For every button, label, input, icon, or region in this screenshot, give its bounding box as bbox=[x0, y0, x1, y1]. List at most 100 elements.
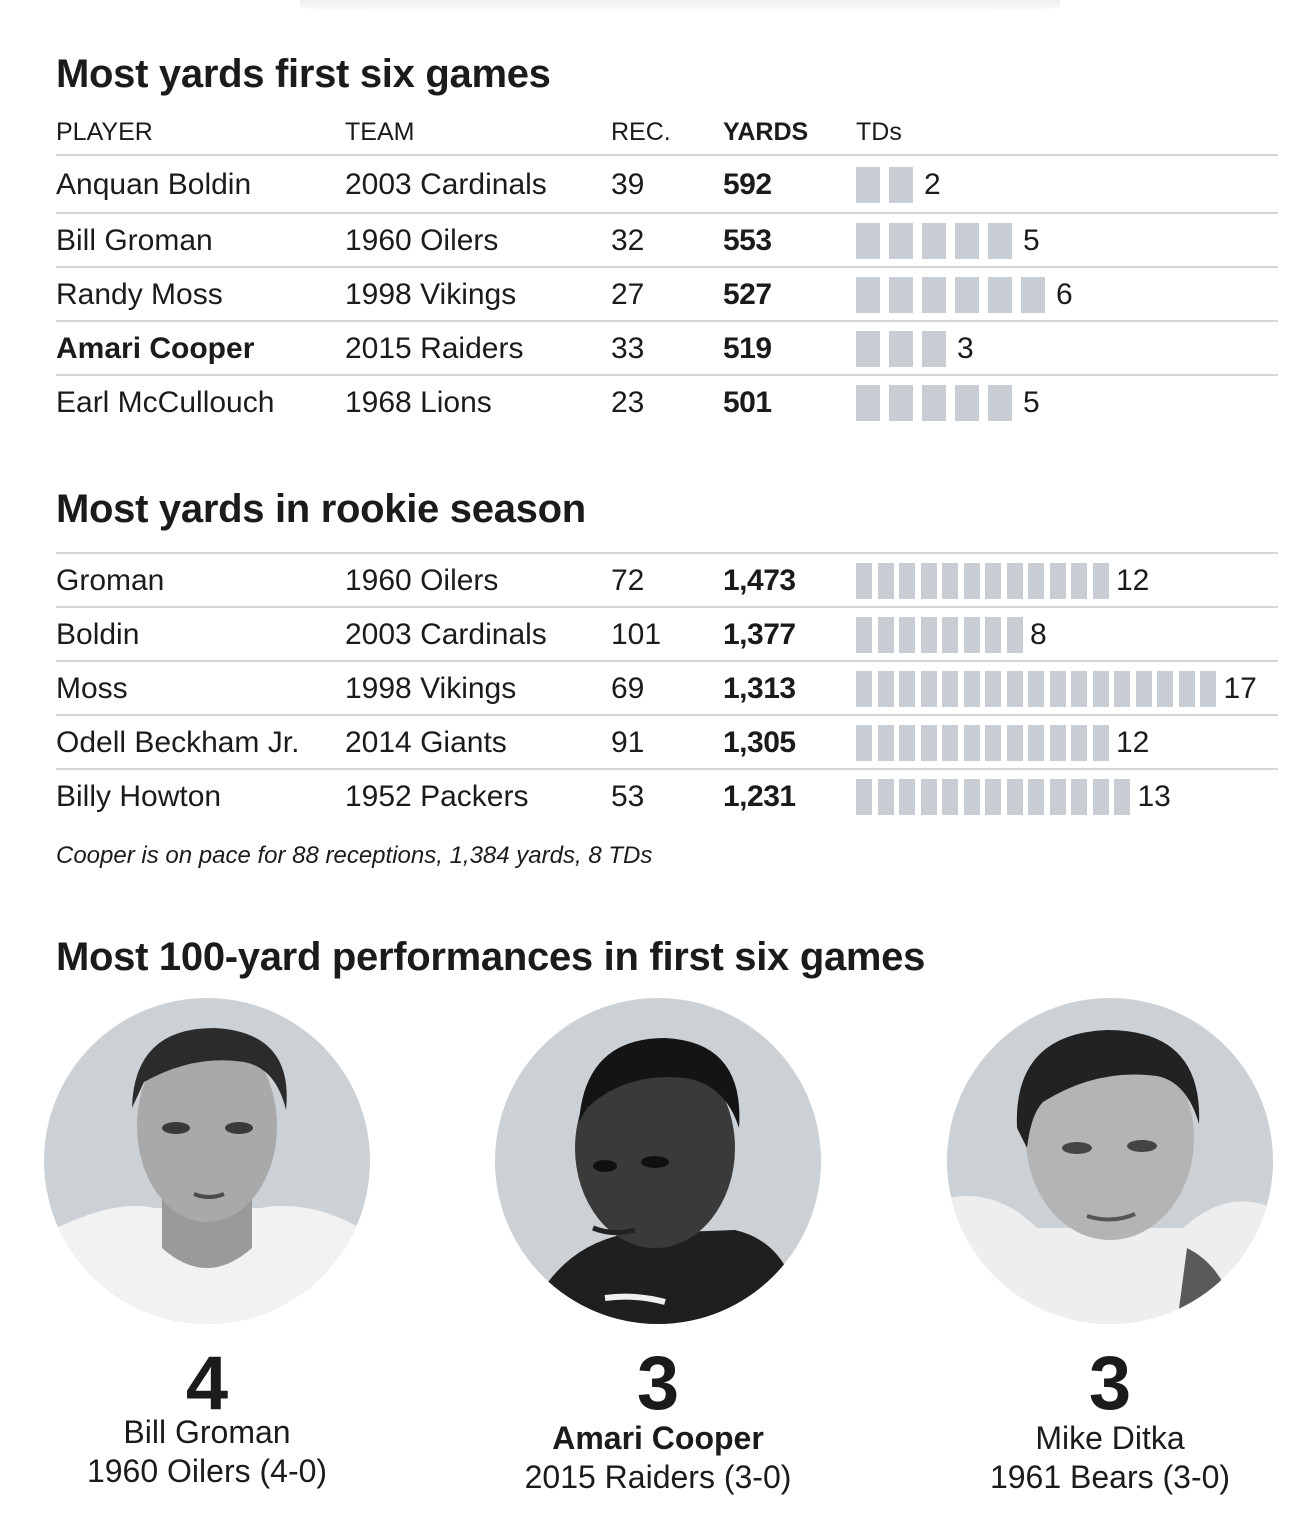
portrait-mike-ditka bbox=[947, 998, 1273, 1324]
td-bar bbox=[963, 563, 980, 599]
cell-yards: 519 bbox=[723, 332, 772, 365]
td-bar bbox=[899, 779, 915, 815]
header-team: TEAM bbox=[345, 118, 415, 146]
td-bar bbox=[985, 671, 1001, 707]
first-six-row: Anquan Boldin 2003 Cardinals 39 592 2 bbox=[56, 158, 1278, 212]
td-bars: 5 bbox=[856, 214, 1278, 268]
td-bar bbox=[920, 563, 937, 599]
cell-yards: 1,313 bbox=[723, 672, 796, 705]
td-bar bbox=[877, 617, 894, 653]
cell-yards: 592 bbox=[723, 168, 772, 201]
td-bar bbox=[856, 331, 880, 367]
td-bar bbox=[856, 385, 880, 421]
td-bar bbox=[985, 617, 1001, 653]
cell-player: Bill Groman bbox=[56, 224, 213, 257]
td-bar bbox=[922, 385, 946, 421]
td-bar bbox=[942, 725, 958, 761]
cell-yards: 501 bbox=[723, 386, 772, 419]
td-bar bbox=[1092, 725, 1109, 761]
td-bar bbox=[922, 223, 946, 259]
td-bar bbox=[1071, 563, 1087, 599]
cell-player: Boldin bbox=[56, 618, 140, 651]
cell-team: 2014 Giants bbox=[345, 726, 507, 759]
header-tds: TDs bbox=[856, 118, 902, 146]
td-bar bbox=[889, 223, 913, 259]
td-bar bbox=[856, 671, 872, 707]
td-bar bbox=[955, 223, 979, 259]
cell-yards: 1,377 bbox=[723, 618, 796, 651]
td-bar bbox=[1092, 671, 1109, 707]
td-bar bbox=[1071, 725, 1087, 761]
cell-team: 1960 Oilers bbox=[345, 564, 499, 597]
top-shadow bbox=[300, 0, 1060, 14]
td-count: 5 bbox=[1023, 224, 1040, 257]
td-bar bbox=[1114, 671, 1130, 707]
count-amari-cooper: 3 bbox=[636, 1341, 680, 1426]
td-count: 12 bbox=[1116, 564, 1150, 597]
cell-player: Groman bbox=[56, 564, 165, 597]
pace-note: Cooper is on pace for 88 receptions, 1,3… bbox=[56, 842, 653, 869]
td-bar bbox=[877, 671, 894, 707]
td-bar bbox=[963, 671, 980, 707]
td-bar bbox=[1021, 277, 1045, 313]
td-bar bbox=[988, 385, 1012, 421]
rookie-row: Odell Beckham Jr. 2014 Giants 91 1,305 12 bbox=[56, 714, 1278, 768]
first-six-row: Amari Cooper 2015 Raiders 33 519 3 bbox=[56, 320, 1278, 374]
td-bars: 6 bbox=[856, 268, 1278, 322]
td-bar bbox=[920, 779, 937, 815]
td-bar bbox=[955, 277, 979, 313]
td-bar bbox=[1092, 563, 1109, 599]
cell-yards: 1,473 bbox=[723, 564, 796, 597]
td-bar bbox=[988, 277, 1012, 313]
portrait-amari-cooper bbox=[495, 998, 821, 1324]
td-bar bbox=[899, 725, 915, 761]
cell-rec: 32 bbox=[611, 224, 645, 257]
td-bars: 12 bbox=[856, 554, 1278, 608]
td-count: 12 bbox=[1116, 726, 1150, 759]
name-mike-ditka: Mike Ditka bbox=[1035, 1420, 1185, 1456]
td-count: 13 bbox=[1137, 780, 1171, 813]
td-bar bbox=[1006, 779, 1023, 815]
td-bar bbox=[856, 779, 872, 815]
cell-yards: 1,231 bbox=[723, 780, 796, 813]
td-bar bbox=[1200, 671, 1216, 707]
td-bar bbox=[1071, 671, 1087, 707]
td-bar bbox=[877, 725, 894, 761]
td-bar bbox=[1028, 779, 1044, 815]
rookie-row: Boldin 2003 Cardinals 101 1,377 8 bbox=[56, 606, 1278, 660]
td-bar bbox=[942, 563, 958, 599]
td-bar bbox=[963, 779, 980, 815]
td-bar bbox=[856, 617, 872, 653]
rookie-row: Groman 1960 Oilers 72 1,473 12 bbox=[56, 552, 1278, 606]
td-bar bbox=[1135, 671, 1152, 707]
cell-team: 2003 Cardinals bbox=[345, 168, 547, 201]
cell-rec: 69 bbox=[611, 672, 645, 705]
td-bar bbox=[985, 563, 1001, 599]
first-six-row: Earl McCullouch 1968 Lions 23 501 5 bbox=[56, 374, 1278, 428]
cell-team: 2003 Cardinals bbox=[345, 618, 547, 651]
cell-team: 1952 Packers bbox=[345, 780, 529, 813]
table-header: PLAYER TEAM REC. YARDS TDs bbox=[56, 118, 1278, 156]
td-bars: 12 bbox=[856, 716, 1278, 770]
td-bar bbox=[1028, 671, 1044, 707]
count-bill-groman: 4 bbox=[185, 1341, 229, 1426]
cell-rec: 23 bbox=[611, 386, 645, 419]
cell-rec: 53 bbox=[611, 780, 645, 813]
td-bar bbox=[889, 167, 913, 203]
cell-rec: 27 bbox=[611, 278, 645, 311]
td-bar bbox=[1178, 671, 1195, 707]
td-bar bbox=[856, 563, 872, 599]
td-bar bbox=[985, 779, 1001, 815]
cell-player: Odell Beckham Jr. bbox=[56, 726, 300, 759]
td-bar bbox=[856, 223, 880, 259]
td-bar bbox=[942, 779, 958, 815]
td-bar bbox=[856, 167, 880, 203]
td-bar bbox=[1114, 779, 1130, 815]
cell-rec: 33 bbox=[611, 332, 645, 365]
first-six-row: Randy Moss 1998 Vikings 27 527 6 bbox=[56, 266, 1278, 320]
td-bar bbox=[922, 331, 946, 367]
td-bars: 17 bbox=[856, 662, 1278, 716]
td-bar bbox=[1049, 671, 1066, 707]
td-bar bbox=[920, 617, 937, 653]
td-bar bbox=[985, 725, 1001, 761]
